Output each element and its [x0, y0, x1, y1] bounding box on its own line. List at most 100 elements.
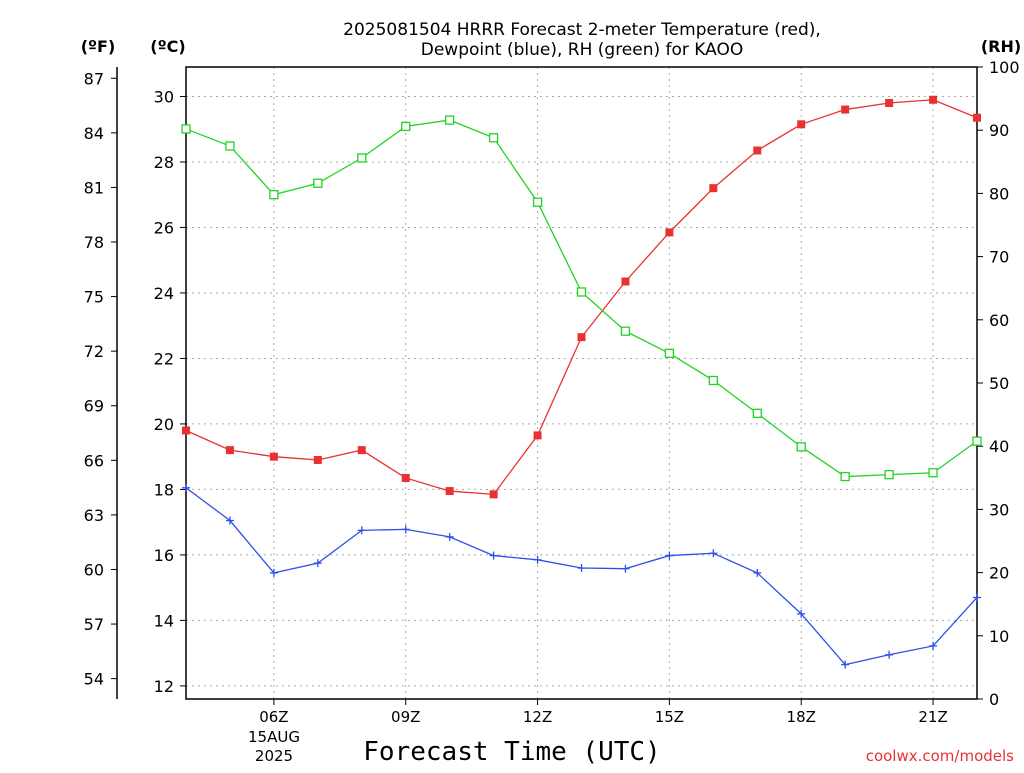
celsius-tick-label: 22: [154, 349, 174, 368]
x-tick-label: 15Z: [655, 708, 684, 726]
rh-point: [840, 471, 850, 482]
x-tick-label: 06Z: [259, 708, 288, 726]
celsius-tick-label: 26: [154, 218, 174, 237]
rh-point: [928, 468, 938, 478]
dewpoint-point: [577, 564, 586, 573]
temperature-point: [753, 146, 762, 155]
rh-tick-label: 40: [989, 437, 1009, 456]
rh-unit-label: (RH): [981, 37, 1021, 56]
temperature-point: [973, 113, 981, 122]
temperature-point: [489, 490, 498, 499]
fahrenheit-tick-label: 84: [84, 124, 104, 143]
temperature-point: [182, 426, 190, 435]
rh-line: [185, 119, 978, 478]
dewpoint-point: [665, 551, 674, 560]
rh-point: [401, 121, 411, 132]
rh-point: [664, 348, 675, 358]
rh-point: [972, 436, 982, 446]
grid-layer: [186, 67, 977, 699]
celsius-tick-label: 12: [154, 677, 174, 696]
x-tick-label: 21Z: [918, 708, 947, 726]
x-tick-label: 12Z: [523, 708, 552, 726]
rh-point: [752, 408, 762, 418]
rh-point: [620, 326, 631, 336]
dewpoint-line: [185, 487, 978, 666]
dewpoint-point: [973, 593, 981, 602]
rh-tick-label: 50: [989, 374, 1009, 393]
series-layer: [181, 95, 982, 669]
temperature-point: [709, 184, 718, 193]
date-year-label: 2025: [255, 747, 293, 765]
rh-point: [884, 469, 894, 480]
dewpoint-point: [357, 526, 366, 535]
dewpoint-point: [533, 555, 542, 564]
dewpoint-point: [885, 650, 894, 659]
fahrenheit-tick-label: 81: [84, 178, 104, 197]
dewpoint-point: [401, 525, 410, 534]
dewpoint-point: [269, 568, 278, 577]
rh-tick-label: 100: [989, 58, 1020, 77]
chart-title-line1: 2025081504 HRRR Forecast 2-meter Tempera…: [343, 20, 821, 40]
rh-point: [796, 442, 806, 452]
fahrenheit-tick-label: 60: [84, 560, 104, 579]
fahrenheit-tick-label: 57: [84, 615, 104, 634]
fahrenheit-tick-label: 63: [84, 506, 104, 525]
rh-point: [357, 153, 367, 163]
temperature-point: [577, 333, 586, 342]
fahrenheit-unit-label: (ºF): [81, 37, 116, 56]
rh-tick-label: 70: [989, 248, 1009, 267]
temperature-point: [797, 120, 806, 129]
rh-tick-label: 30: [989, 500, 1009, 519]
temperature-point: [841, 105, 850, 114]
celsius-unit-label: (ºC): [150, 37, 185, 56]
celsius-tick-label: 24: [154, 284, 174, 303]
fahrenheit-tick-label: 54: [84, 670, 104, 689]
temperature-point: [665, 228, 674, 237]
temperature-point: [401, 473, 410, 482]
dewpoint-point: [929, 641, 938, 650]
temperature-point: [885, 99, 894, 108]
celsius-tick-label: 14: [154, 611, 174, 630]
x-tick-label: 09Z: [391, 708, 420, 726]
dewpoint-point: [445, 532, 454, 541]
x-tick-label: 18Z: [787, 708, 816, 726]
dewpoint-point: [313, 559, 322, 568]
rh-tick-label: 60: [989, 311, 1009, 330]
fahrenheit-tick-label: 78: [84, 233, 104, 252]
rh-point: [576, 287, 587, 297]
rh-point: [445, 115, 455, 125]
temperature-point: [357, 446, 366, 455]
chart-title-line2: Dewpoint (blue), RH (green) for KAOO: [421, 40, 744, 60]
rh-tick-label: 90: [989, 121, 1009, 140]
date-day-label: 15AUG: [248, 728, 300, 746]
axes-layer: 06Z 09Z 12Z 15Z 18Z 21Z 12 14 16 18 20 22 24 26 28 30 54…: [84, 58, 1020, 726]
rh-point: [225, 141, 235, 151]
dewpoint-point: [225, 516, 234, 525]
dewpoint-point: [489, 551, 498, 560]
temperature-point: [269, 452, 278, 461]
temperature-point: [621, 277, 630, 286]
x-axis-label: Forecast Time (UTC): [363, 737, 660, 767]
celsius-tick-label: 16: [154, 546, 174, 565]
dewpoint-point: [841, 660, 850, 669]
fahrenheit-tick-label: 87: [84, 69, 104, 88]
dewpoint-point: [621, 564, 630, 573]
temperature-point: [313, 455, 322, 464]
rh-point: [313, 178, 323, 188]
celsius-tick-label: 28: [154, 153, 174, 172]
temperature-point: [929, 95, 938, 104]
temperature-point: [533, 431, 542, 440]
credit-label: coolwx.com/models: [866, 747, 1014, 765]
celsius-tick-label: 20: [154, 415, 174, 434]
dewpoint-point: [753, 568, 762, 577]
dewpoint-point: [709, 549, 718, 558]
rh-point: [708, 375, 718, 386]
rh-tick-label: 20: [989, 564, 1009, 583]
fahrenheit-tick-label: 66: [84, 451, 104, 470]
celsius-tick-label: 18: [154, 480, 174, 499]
fahrenheit-tick-label: 75: [84, 288, 104, 307]
fahrenheit-tick-label: 69: [84, 397, 104, 416]
rh-tick-label: 0: [989, 690, 999, 709]
